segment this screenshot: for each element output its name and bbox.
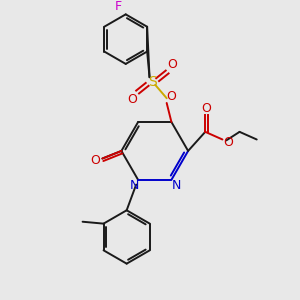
Text: S: S (148, 75, 157, 89)
Text: O: O (201, 101, 211, 115)
Text: O: O (167, 58, 177, 71)
Text: O: O (128, 93, 137, 106)
Text: F: F (115, 0, 122, 13)
Text: N: N (172, 179, 181, 192)
Text: O: O (223, 136, 233, 149)
Text: O: O (167, 90, 176, 103)
Text: N: N (130, 179, 139, 192)
Text: O: O (91, 154, 100, 167)
